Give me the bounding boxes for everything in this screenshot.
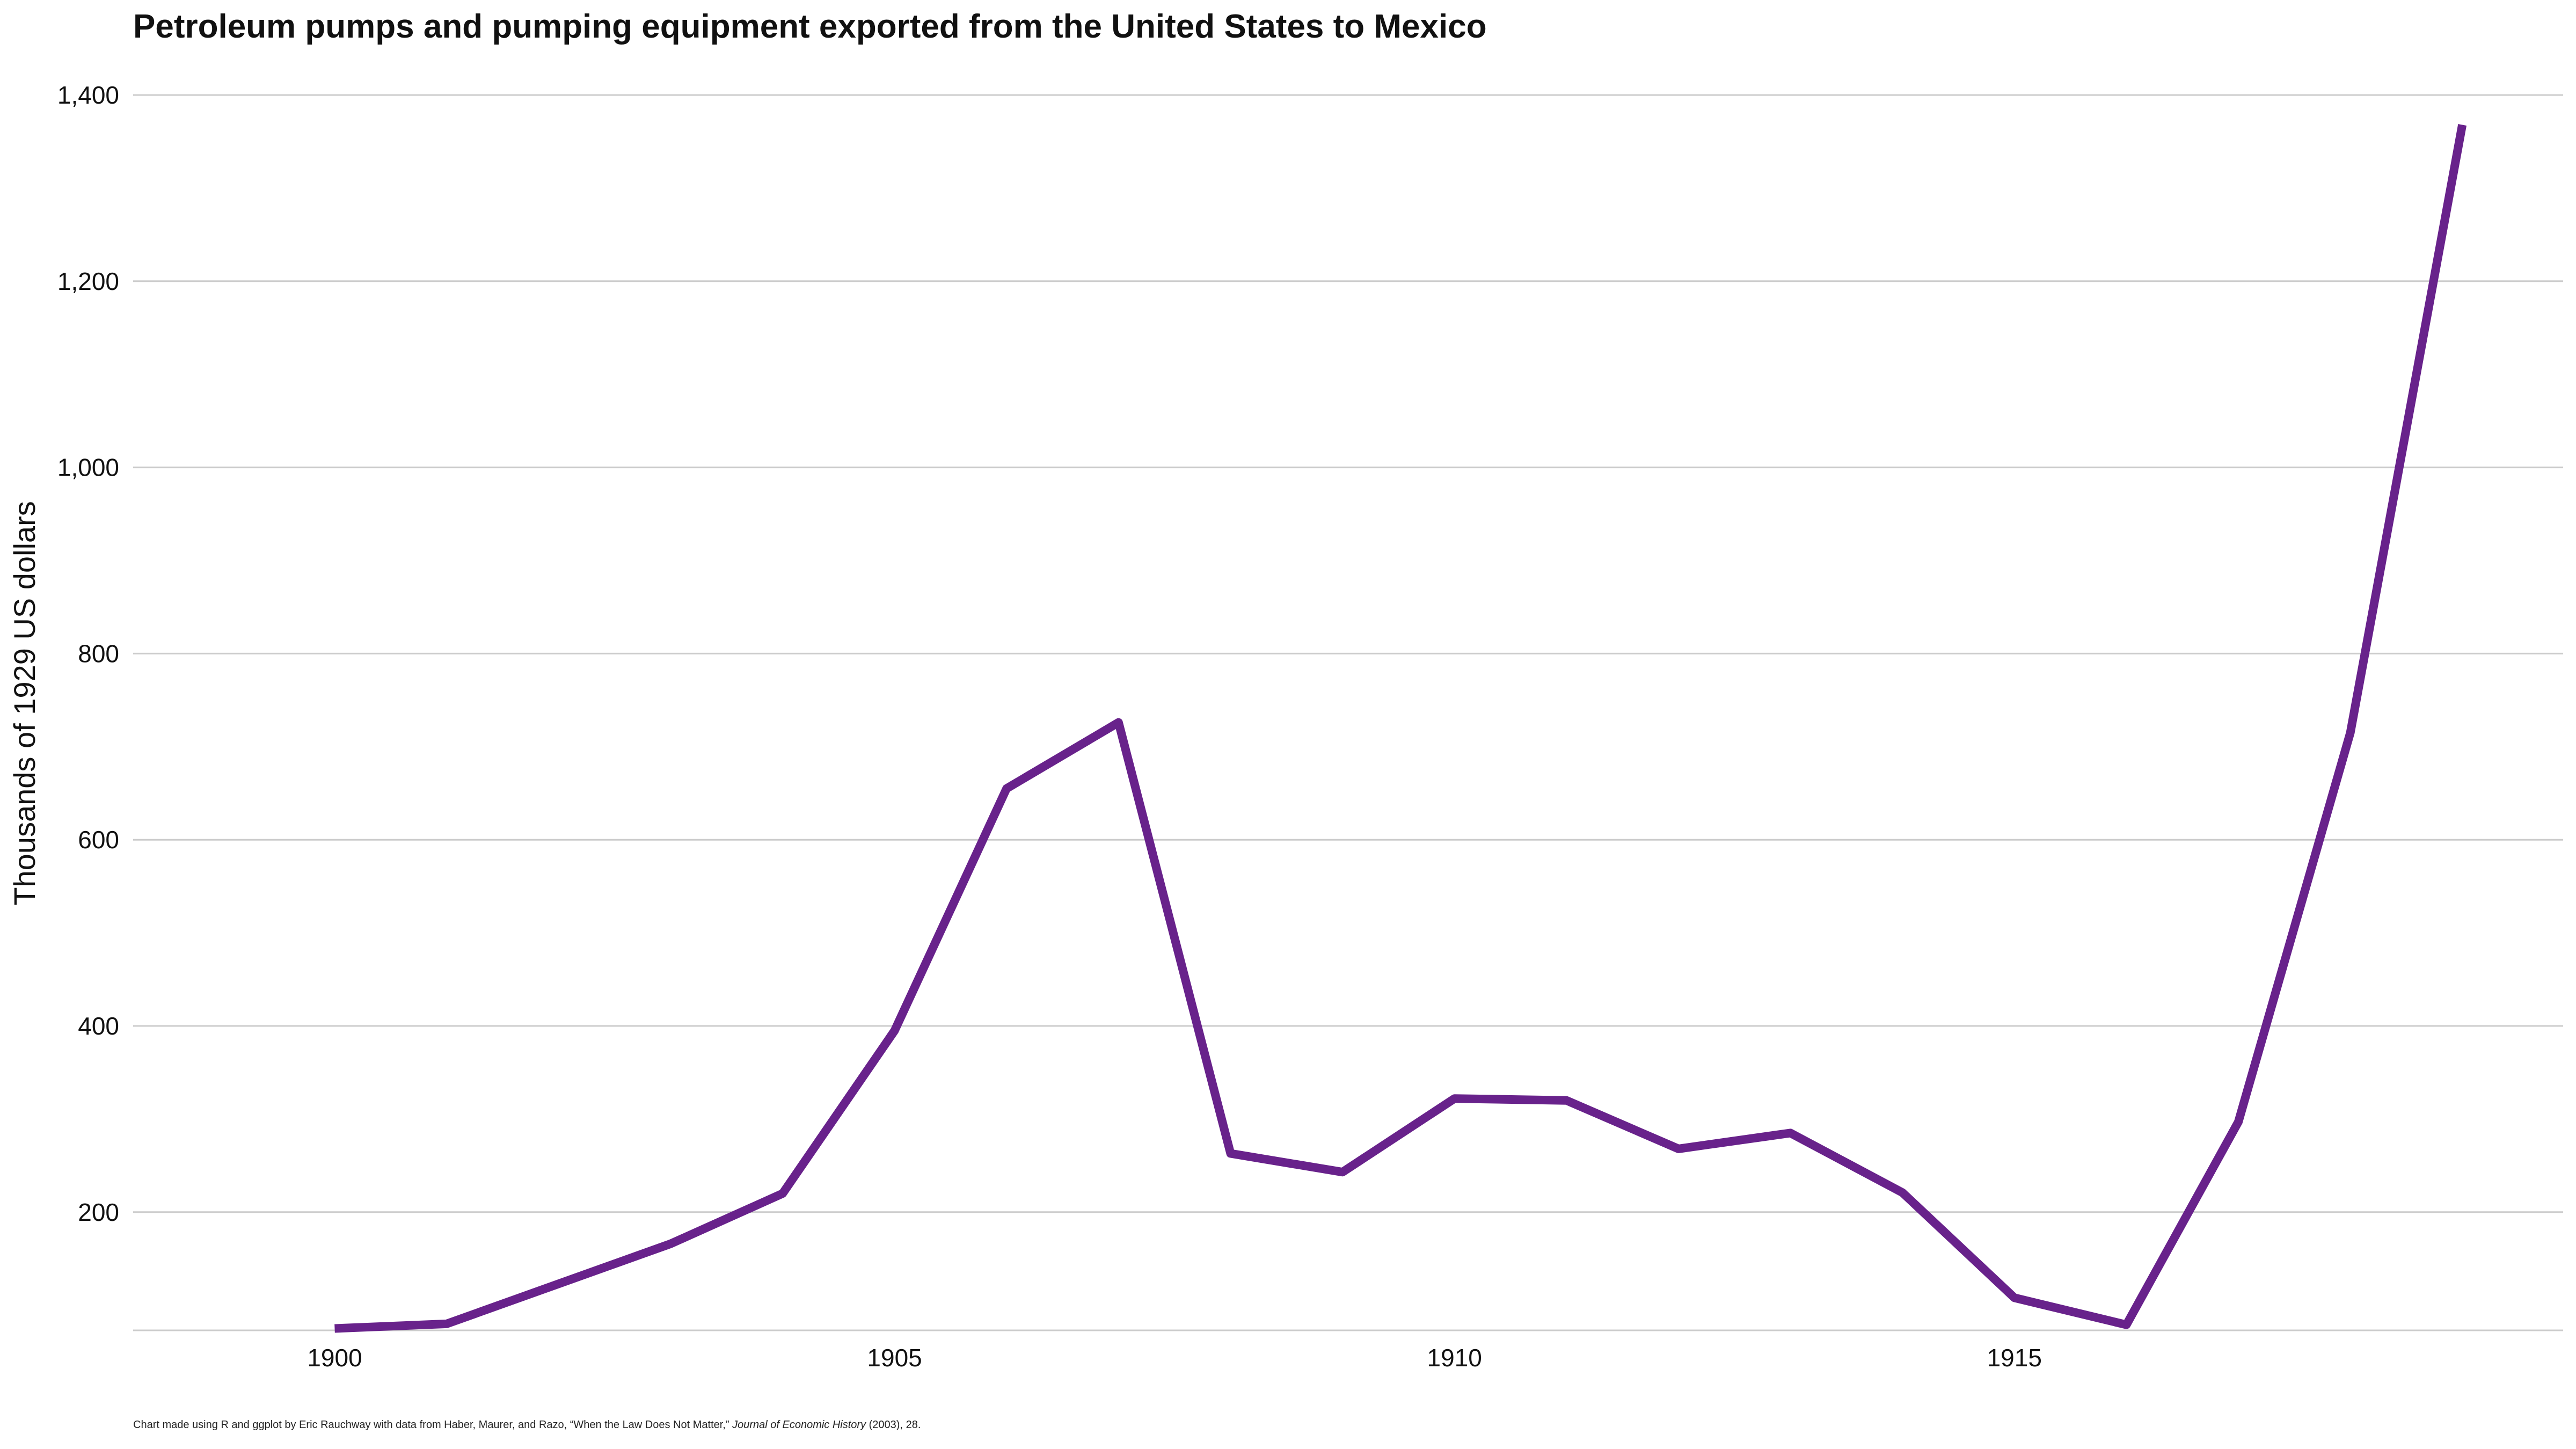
- y-tick-label-200: 200: [78, 1198, 119, 1226]
- y-tick-label-1200: 1,200: [57, 267, 119, 295]
- y-tick-label-1000: 1,000: [57, 454, 119, 482]
- x-tick-label-1900: 1900: [307, 1344, 362, 1372]
- x-tick-label-1905: 1905: [867, 1344, 922, 1372]
- y-tick-label-1400: 1,400: [57, 81, 119, 109]
- y-axis-label: Thousands of 1929 US dollars: [8, 501, 41, 905]
- series-line-0: [334, 124, 2467, 1333]
- chart-caption: Chart made using R and ggplot by Eric Ra…: [133, 1419, 921, 1431]
- caption-journal: Journal of Economic History: [732, 1419, 866, 1431]
- y-tick-label-600: 600: [78, 826, 119, 854]
- y-tick-label-400: 400: [78, 1012, 119, 1040]
- caption-prefix: Chart made using R and ggplot by Eric Ra…: [133, 1419, 729, 1431]
- y-axis-ticks: 200 400 600 800 1,000 1,200 1,400: [57, 81, 119, 1226]
- gridlines: [133, 94, 2563, 1213]
- x-tick-label-1915: 1915: [1987, 1344, 2042, 1372]
- chart-title: Petroleum pumps and pumping equipment ex…: [133, 8, 1487, 45]
- y-tick-label-800: 800: [78, 639, 119, 667]
- series-group: [334, 124, 2467, 1333]
- x-axis-ticks: 1900 1905 1910 1915: [307, 1344, 2042, 1372]
- caption-suffix: (2003), 28.: [869, 1419, 921, 1431]
- x-tick-label-1910: 1910: [1427, 1344, 1482, 1372]
